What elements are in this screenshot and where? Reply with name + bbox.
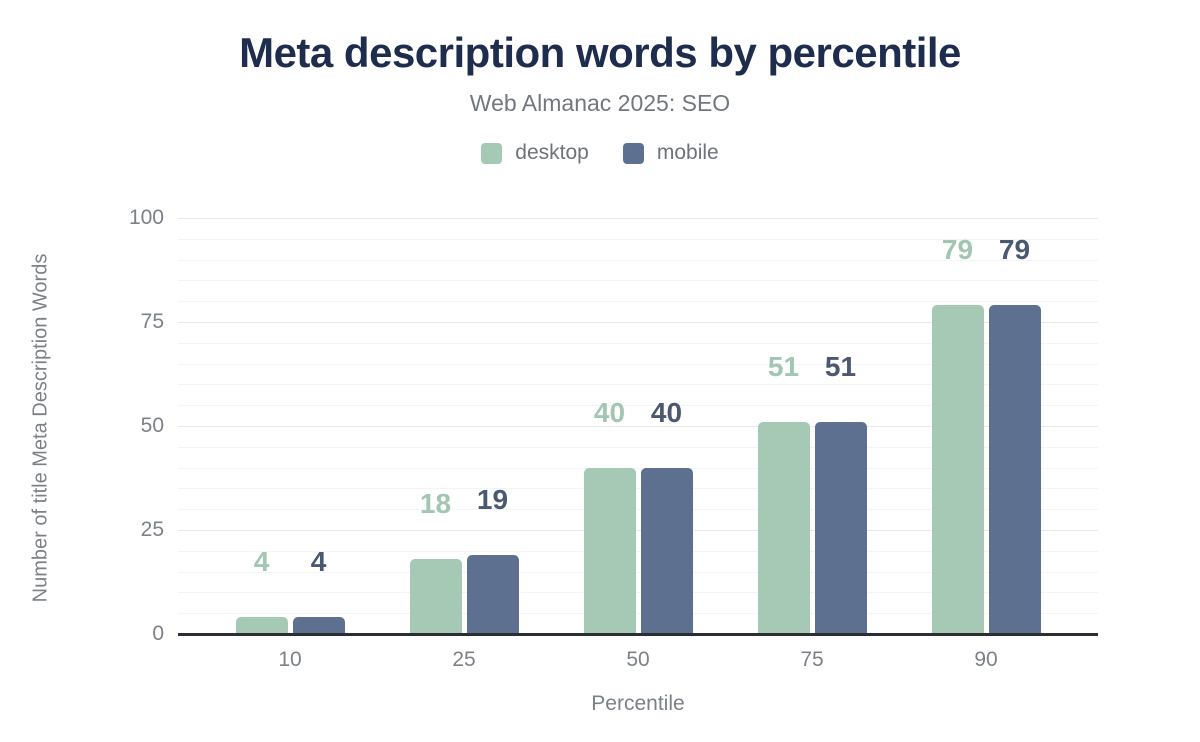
bar-mobile-p10 <box>292 617 345 634</box>
value-label-mobile-p75: 51 <box>824 351 857 382</box>
x-axis-title: Percentile <box>591 692 685 715</box>
gridline-minor <box>178 239 1098 240</box>
legend: desktop mobile <box>0 141 1200 165</box>
bar-mobile-p75 <box>814 422 867 634</box>
gridline-major <box>178 218 1098 219</box>
gridline-minor <box>178 509 1098 510</box>
legend-item-desktop: desktop <box>481 141 589 165</box>
x-axis-line <box>178 633 1098 636</box>
bar-desktop-p75 <box>757 422 810 634</box>
value-label-mobile-p25: 19 <box>476 484 509 515</box>
value-label-desktop-p50: 40 <box>593 397 626 428</box>
gridline-minor <box>178 260 1098 261</box>
x-tick-label: 75 <box>800 648 824 671</box>
y-tick-label: 100 <box>128 206 164 229</box>
gridline-minor <box>178 301 1098 302</box>
gridline-minor <box>178 405 1098 406</box>
gridline-minor <box>178 280 1098 281</box>
bar-mobile-p90 <box>988 305 1041 634</box>
value-label-mobile-p10: 4 <box>310 546 327 577</box>
legend-item-mobile: mobile <box>622 141 719 165</box>
bar-mobile-p50 <box>640 468 693 634</box>
gridline-minor <box>178 592 1098 593</box>
legend-mobile-label: mobile <box>656 141 719 164</box>
y-axis-title: Number of title Meta Description Words <box>29 253 52 603</box>
x-tick-label: 50 <box>626 648 650 671</box>
value-label-desktop-p90: 79 <box>941 234 974 265</box>
bar-desktop-p90 <box>931 305 984 634</box>
bar-mobile-p25 <box>466 555 519 634</box>
gridline-minor <box>178 468 1098 469</box>
x-tick-label: 10 <box>278 648 302 671</box>
x-tick-label: 90 <box>974 648 998 671</box>
gridline-major <box>178 322 1098 323</box>
bar-desktop-p25 <box>409 559 462 634</box>
y-tick-label: 75 <box>140 310 164 333</box>
x-tick-label: 25 <box>452 648 476 671</box>
y-tick-label: 25 <box>140 518 164 541</box>
y-tick-label: 0 <box>152 622 164 645</box>
gridline-major <box>178 530 1098 531</box>
bar-desktop-p10 <box>235 617 288 634</box>
value-label-desktop-p25: 18 <box>419 488 452 519</box>
gridline-minor <box>178 384 1098 385</box>
gridline-minor <box>178 551 1098 552</box>
gridline-minor <box>178 572 1098 573</box>
gridline-minor <box>178 613 1098 614</box>
gridline-minor <box>178 343 1098 344</box>
value-label-desktop-p75: 51 <box>767 351 800 382</box>
gridline-minor <box>178 447 1098 448</box>
bar-desktop-p50 <box>583 468 636 634</box>
gridline-major <box>178 426 1098 427</box>
chart-title: Meta description words by percentile <box>239 29 961 76</box>
value-label-desktop-p10: 4 <box>253 546 270 577</box>
y-tick-label: 50 <box>140 414 164 437</box>
chart-subtitle: Web Almanac 2025: SEO <box>469 90 731 116</box>
legend-mobile-swatch <box>622 142 644 164</box>
gridline-minor <box>178 488 1098 489</box>
value-label-mobile-p50: 40 <box>650 397 683 428</box>
gridline-minor <box>178 364 1098 365</box>
legend-desktop-label: desktop <box>515 141 589 164</box>
value-label-mobile-p90: 79 <box>998 234 1031 265</box>
legend-desktop-swatch <box>481 142 503 164</box>
